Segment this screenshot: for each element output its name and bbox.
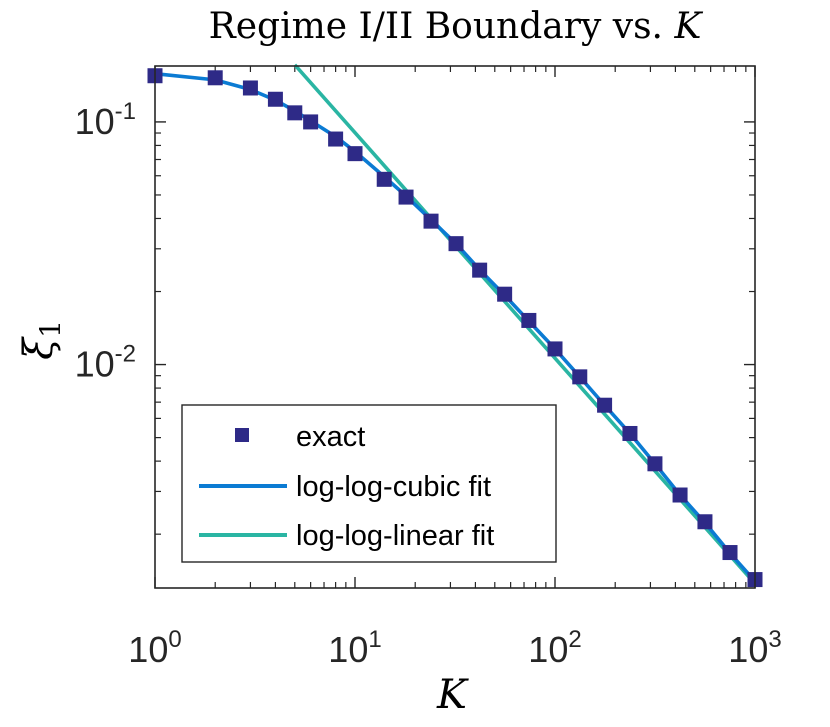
y-axis-label: ξ1 <box>16 320 67 360</box>
x-tick-label-exp: 2 <box>568 626 581 653</box>
data-point-exact <box>547 341 563 357</box>
y-tick-label: 10-1 <box>75 98 136 142</box>
legend-label-cubic: log-log-cubic fit <box>296 471 491 503</box>
axis-ticks <box>154 66 756 588</box>
x-tick-label-exp: 3 <box>768 626 781 653</box>
y-tick-label-exp: -2 <box>115 341 136 368</box>
x-tick-label-base: 10 <box>528 629 568 670</box>
data-point-exact <box>287 105 303 121</box>
data-point-exact <box>303 114 319 130</box>
chart-title: Regime I/II Boundary vs. K <box>209 6 704 47</box>
data-point-exact <box>497 286 513 302</box>
series-layer <box>147 63 763 588</box>
y-tick-label-exp: -1 <box>115 98 136 125</box>
y-tick-label: 10-2 <box>75 341 136 385</box>
y-tick-label-base: 10 <box>75 101 115 142</box>
data-point-exact <box>207 70 223 86</box>
data-point-exact <box>597 397 613 413</box>
y-tick-label-base: 10 <box>75 344 115 385</box>
data-point-exact <box>672 487 688 503</box>
data-point-exact <box>423 213 439 229</box>
data-point-exact <box>697 514 713 530</box>
x-tick-label-base: 10 <box>328 629 368 670</box>
x-axis-label: K <box>436 672 469 718</box>
chart-title-var: K <box>673 6 703 47</box>
y-axis-label-main: ξ <box>16 336 62 360</box>
data-point-exact <box>622 425 638 441</box>
data-point-exact <box>398 189 414 205</box>
y-axis-label-sub: 1 <box>34 320 67 338</box>
x-tick-label: 102 <box>528 626 581 670</box>
plot-frame <box>154 65 756 589</box>
data-point-exact <box>267 91 283 107</box>
x-tick-label-base: 10 <box>728 629 768 670</box>
legend-label-exact: exact <box>296 421 365 453</box>
x-tick-label-base: 10 <box>128 629 168 670</box>
x-tick-label-exp: 0 <box>168 626 181 653</box>
chart-title-text: Regime I/II Boundary vs. <box>209 6 675 47</box>
data-point-exact <box>572 369 588 385</box>
legend-label-linear: log-log-linear fit <box>296 520 494 552</box>
data-point-exact <box>521 312 537 328</box>
legend-marker-exact <box>235 428 249 442</box>
data-point-exact <box>242 80 258 96</box>
x-tick-label: 103 <box>728 626 781 670</box>
legend: exact log-log-cubic fit log-log-linear f… <box>181 404 557 563</box>
x-tick-label-exp: 1 <box>368 626 381 653</box>
data-point-exact <box>448 236 464 252</box>
x-tick-label: 101 <box>328 626 381 670</box>
data-point-exact <box>472 262 488 278</box>
data-point-exact <box>376 171 392 187</box>
x-tick-label: 100 <box>128 626 181 670</box>
data-point-exact <box>328 131 344 147</box>
data-point-exact <box>347 146 363 162</box>
data-point-exact <box>647 456 663 472</box>
data-point-exact <box>722 545 738 561</box>
